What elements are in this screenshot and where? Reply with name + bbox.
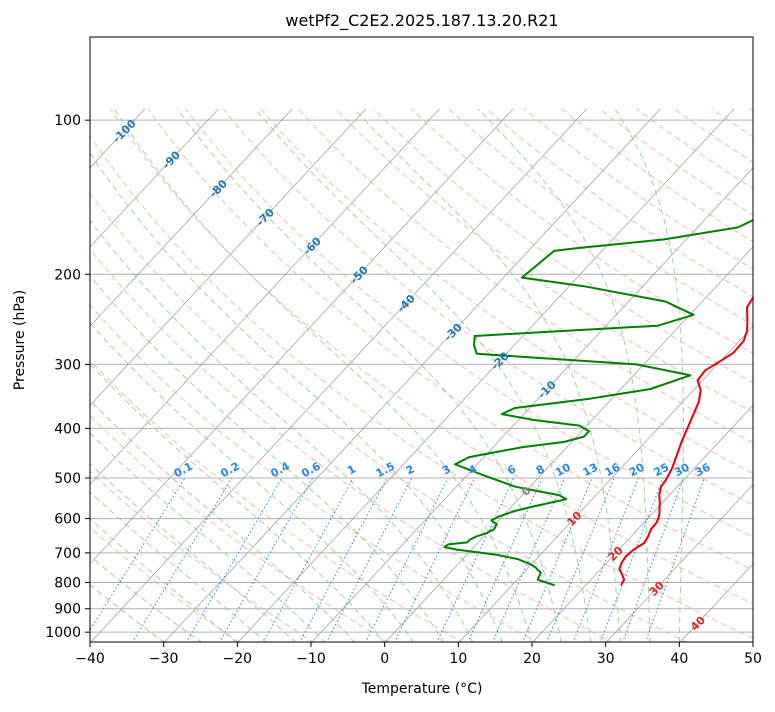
dry-adiabat-line — [260, 108, 753, 474]
mixing-ratio-line — [365, 477, 449, 642]
dry-adiabat-line — [373, 108, 753, 384]
isotherm-line — [90, 108, 293, 327]
x-tick-label: 0 — [380, 651, 389, 667]
reference-adiabat-line — [90, 555, 203, 642]
isotherm-line — [164, 108, 661, 642]
mixing-ratio-line — [132, 477, 233, 642]
dry-adiabat-line — [90, 526, 240, 642]
dry-adiabat-line — [90, 248, 613, 642]
dewpoint-profile-line — [443, 219, 753, 587]
moist-adiabat-line — [353, 108, 621, 642]
mixing-ratio-label: 30 — [672, 460, 692, 479]
mixing-ratio-label: 13 — [581, 461, 601, 480]
y-tick-label: 400 — [54, 421, 81, 437]
dry-adiabat-line — [90, 359, 464, 642]
x-tick-label: 30 — [597, 651, 615, 667]
mixing-ratio-label: 36 — [693, 460, 713, 479]
moist-adiabat-line — [113, 108, 533, 642]
moist-adiabat-line — [90, 274, 444, 642]
isotherm-line — [385, 246, 753, 642]
moist-adiabat-line — [90, 152, 503, 642]
y-tick-label: 800 — [54, 576, 81, 592]
reference-adiabat-line — [90, 583, 165, 642]
isotherm-line — [237, 108, 735, 642]
x-tick-label: 10 — [449, 651, 467, 667]
mixing-ratio-line — [546, 477, 615, 642]
dry-adiabat-line — [185, 108, 753, 538]
axes: −40 −30 −20 −10 0 10 20 30 40 50 100 200 300 400 500 60… — [45, 113, 762, 667]
dry-adiabat-line — [90, 304, 539, 642]
x-tick-label: −30 — [149, 651, 179, 667]
y-tick-label: 200 — [54, 267, 81, 283]
dry-adiabat-line — [222, 108, 753, 506]
mixing-ratio-line — [644, 477, 705, 642]
isotherm-line — [606, 483, 753, 642]
x-axis-title: Temperature (°C) — [361, 681, 483, 697]
mixing-ratio-line — [262, 477, 354, 642]
mixing-ratio-line — [622, 477, 685, 642]
y-tick-label: 300 — [54, 357, 81, 373]
mixing-ratio-line — [299, 477, 388, 642]
x-tick-label: −40 — [75, 651, 105, 667]
y-tick-label: 1000 — [45, 625, 81, 641]
isotherm-line — [90, 108, 514, 565]
moist-adiabat-line — [90, 491, 267, 642]
x-tick-label: −10 — [296, 651, 326, 667]
moist-adiabat-line — [90, 518, 237, 642]
isotherm-line — [458, 325, 753, 642]
mixing-ratio-label: 10 — [553, 460, 573, 479]
mixing-ratio-line — [599, 477, 664, 642]
isotherm-line — [90, 108, 440, 486]
mixing-ratio-label: 25 — [652, 461, 672, 480]
x-tick-label: 20 — [523, 651, 541, 667]
x-tick-label: 40 — [670, 651, 688, 667]
dry-adiabat-line — [90, 192, 688, 642]
moist-adiabat-line — [90, 322, 415, 642]
moist-adiabat-line — [614, 108, 684, 642]
moist-adiabat-line — [90, 462, 296, 642]
x-tick-label: −20 — [223, 651, 253, 667]
y-axis-title: Pressure (hPa) — [12, 290, 28, 390]
mixing-ratio-line — [521, 477, 593, 642]
x-tick-label: 50 — [744, 651, 762, 667]
isotherm-line — [532, 404, 753, 642]
moist-adiabat-line — [477, 108, 651, 642]
y-tick-label: 900 — [54, 602, 81, 618]
plot-area — [90, 108, 753, 642]
isotherm-line — [90, 108, 588, 642]
mixing-ratio-line — [572, 477, 639, 642]
temperature-profile-line — [618, 295, 753, 586]
y-tick-label: 500 — [54, 471, 81, 487]
moist-adiabat-line — [90, 432, 326, 642]
moist-adiabat-line — [176, 108, 562, 642]
mixing-ratio-line — [394, 477, 476, 642]
mixing-ratio-line — [90, 477, 186, 631]
chart-title: wetPf2_C2E2.2025.187.13.20.R21 — [285, 11, 558, 31]
dry-adiabat-line — [90, 134, 753, 639]
moist-adiabat-line — [90, 363, 385, 642]
dry-adiabat-line — [410, 108, 753, 355]
mixing-ratio-line — [326, 477, 413, 642]
plot-frame — [89, 36, 754, 643]
mixing-ratio-label: 20 — [627, 460, 647, 479]
mixing-ratio-label: 16 — [603, 460, 623, 479]
y-tick-label: 100 — [54, 113, 81, 129]
isotherm-line — [90, 108, 367, 406]
y-tick-label: 600 — [54, 512, 81, 528]
moist-adiabat-line — [255, 108, 592, 642]
y-tick-label: 700 — [54, 546, 81, 562]
